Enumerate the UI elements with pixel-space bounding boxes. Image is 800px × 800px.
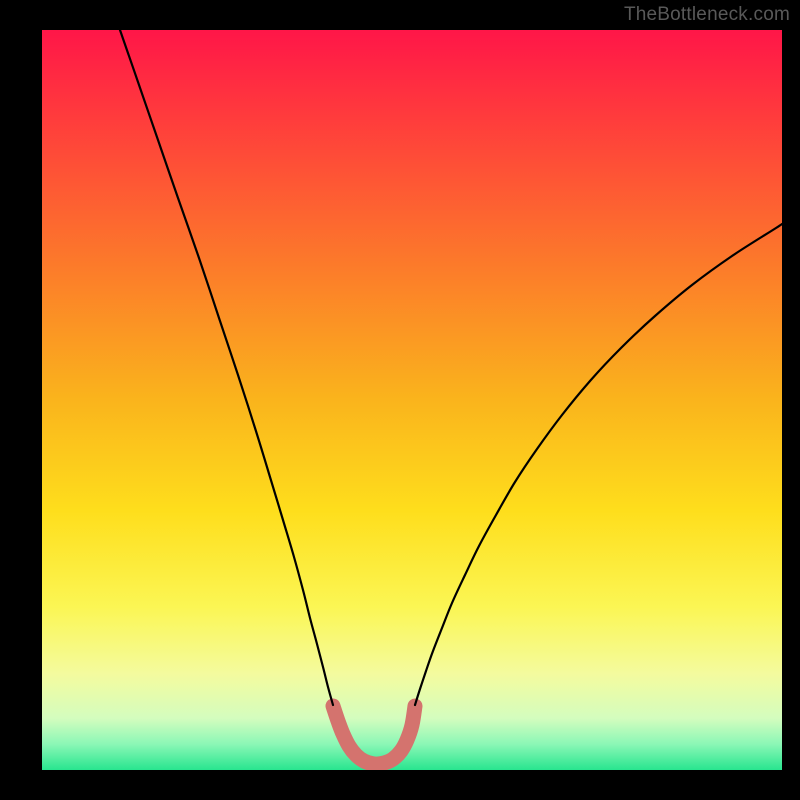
plot-area (42, 30, 782, 770)
watermark-text: TheBottleneck.com (624, 4, 790, 26)
gradient-background (42, 30, 782, 770)
chart-frame: TheBottleneck.com (0, 0, 800, 800)
